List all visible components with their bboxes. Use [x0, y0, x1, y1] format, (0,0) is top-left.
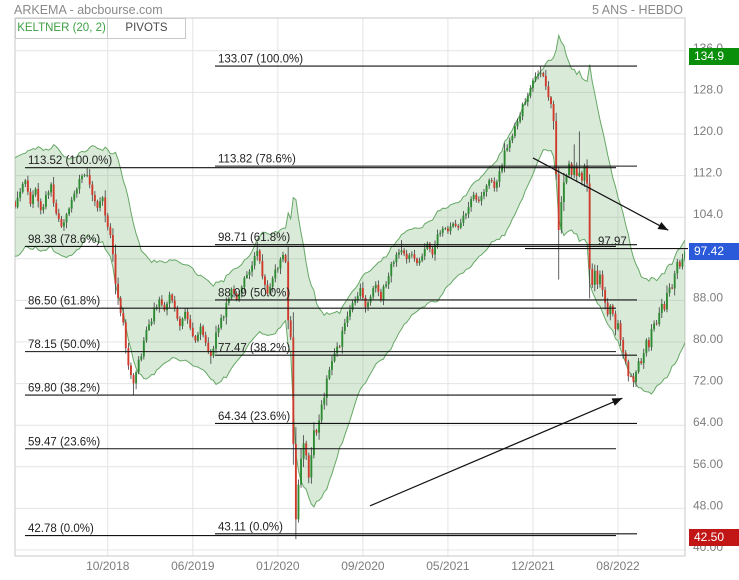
x-axis-tick: 05/2021 [426, 559, 470, 573]
fib-label-middle: 133.07 (100.0%) [218, 54, 303, 66]
plot-border [14, 17, 686, 557]
y-axis-tick: 88.00 [693, 290, 723, 304]
y-axis-tick: 80.00 [693, 332, 723, 346]
x-axis-tick: 06/2019 [171, 559, 215, 573]
y-axis-tick: 120.0 [693, 124, 723, 138]
y-axis-tick: 128.0 [693, 82, 723, 96]
y-axis-tick: 72.00 [693, 374, 723, 388]
fib-label-left: 69.80 (38.2%) [28, 383, 100, 395]
chart-title: ARKEMA - abcbourse.com [14, 3, 163, 17]
y-axis-tick: 104.0 [693, 207, 723, 221]
x-axis-tick: 01/2020 [256, 559, 300, 573]
tab-pivots-indicator[interactable]: PIVOTS [108, 19, 185, 38]
x-axis-tick: 09/2020 [341, 559, 385, 573]
timeframe-label: 5 ANS - HEBDO [592, 3, 683, 17]
fib-label-middle: 64.34 (23.6%) [218, 411, 290, 423]
trend-arrows [369, 157, 669, 507]
arrowhead-icon [657, 221, 669, 231]
fib-label-middle: 43.11 (0.0%) [218, 521, 283, 533]
tab-keltner-indicator[interactable]: KELTNER (20, 2) [16, 19, 108, 38]
pivot-label: 97.97 [598, 236, 627, 248]
y-axis-tick: 48.00 [693, 498, 723, 512]
last-price-badge: 97.42 [689, 242, 739, 260]
fib-label-left: 78.15 (50.0%) [28, 339, 100, 351]
fib-label-left: 59.47 (23.6%) [28, 436, 100, 448]
fib-label-middle: 77.47 (38.2%) [218, 343, 290, 355]
lowest-price-badge: 42.50 [689, 528, 739, 546]
fib-label-left: 86.50 (61.8%) [28, 296, 100, 308]
x-axis-tick: 12/2021 [511, 559, 555, 573]
highest-price-badge: 134.9 [689, 48, 739, 66]
x-axis-tick: 08/2022 [596, 559, 640, 573]
y-axis-tick: 112.0 [693, 166, 722, 180]
fib-label-middle: 88.09 (50.0%) [218, 287, 290, 299]
arrowhead-icon [611, 398, 623, 406]
y-axis-tick: 56.00 [693, 457, 723, 471]
y-axis-tick: 64.00 [693, 415, 723, 429]
x-axis-tick: 10/2018 [86, 559, 130, 573]
fib-label-left: 113.52 (100.0%) [28, 155, 112, 167]
indicator-tabs: KELTNER (20, 2) PIVOTS [15, 18, 186, 39]
fibonacci-levels: 113.52 (100.0%) 98.38 (78.6%) 86.50 (61.8%… [25, 54, 688, 537]
fib-label-middle: 113.82 (78.6%) [218, 154, 296, 166]
fib-label-left: 98.38 (78.6%) [28, 234, 100, 246]
fib-label-middle: 98.71 (61.8%) [218, 232, 290, 244]
fib-label-left: 42.78 (0.0%) [28, 523, 94, 535]
